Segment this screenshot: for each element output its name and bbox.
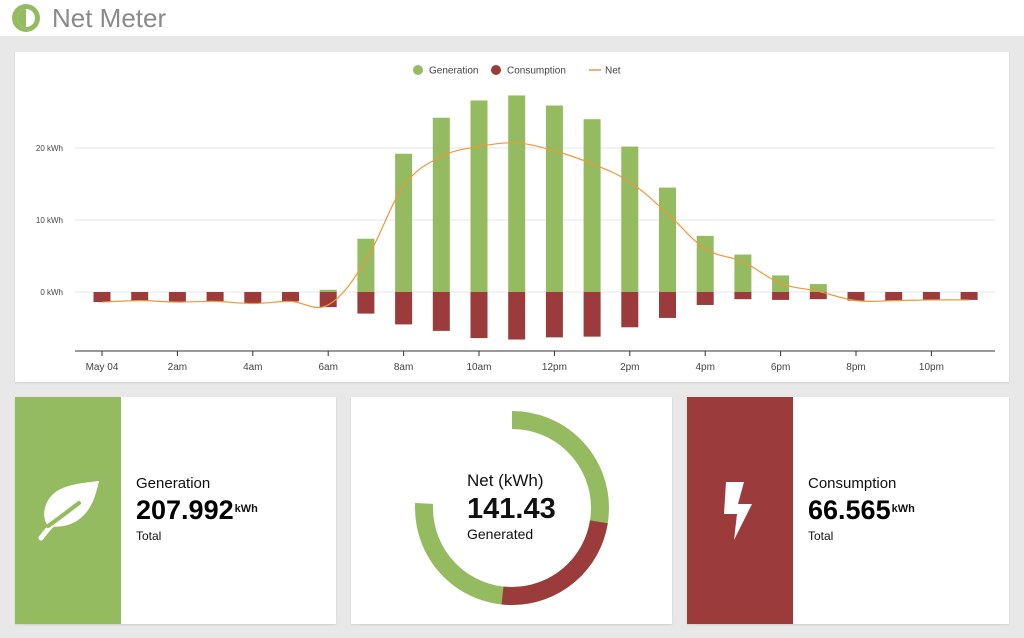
- consumption-bar: [508, 292, 526, 340]
- x-tick-label: 12pm: [542, 362, 567, 373]
- generation-bar: [659, 187, 676, 292]
- x-tick-label: 10am: [466, 362, 491, 373]
- consumption-bar: [659, 292, 676, 318]
- y-tick-label: 20 kWh: [36, 144, 63, 153]
- net-label: Net (kWh): [467, 471, 544, 490]
- legend-label: Net: [605, 66, 621, 77]
- consumption-bar: [357, 292, 375, 314]
- net-tile: Net (kWh) 141.43 Generated: [351, 397, 672, 624]
- y-tick-label: 0 kWh: [40, 288, 63, 297]
- net-line: [101, 142, 970, 309]
- generation-bar: [508, 95, 526, 292]
- consumption-tile: Consumption 66.565 kWh Total: [687, 397, 1009, 624]
- generation-sub: Total: [136, 529, 162, 543]
- consumption-unit: kWh: [891, 503, 915, 515]
- generation-bar: [696, 235, 714, 292]
- consumption-bar: [960, 292, 978, 300]
- consumption-bar: [244, 292, 262, 304]
- x-tick-label: 8am: [394, 362, 413, 373]
- consumption-bar: [922, 292, 940, 300]
- x-tick-label: 6am: [318, 362, 337, 373]
- legend-label: Generation: [429, 66, 478, 77]
- consumption-bar: [432, 292, 450, 331]
- legend-label: Consumption: [507, 66, 566, 77]
- consumption-bar: [772, 292, 790, 300]
- generation-bar: [809, 284, 827, 292]
- y-tick-label: 10 kWh: [36, 216, 63, 225]
- generation-stats: Generation 207.992 kWh Total: [136, 475, 258, 543]
- x-tick-label: 2pm: [620, 362, 639, 373]
- consumption-bar: [282, 292, 299, 302]
- generation-tile: Generation 207.992 kWh Total: [15, 397, 336, 624]
- generation-bar: [395, 153, 413, 292]
- lightning-bolt-icon: [724, 481, 752, 540]
- generation-bar: [545, 105, 563, 292]
- generation-value-row: 207.992 kWh: [136, 495, 258, 525]
- consumption-bar: [206, 292, 224, 302]
- x-tick-label: May 04: [86, 362, 119, 373]
- consumption-bar: [696, 292, 714, 305]
- consumption-bar: [319, 292, 337, 308]
- consumption-bar: [93, 292, 111, 303]
- consumption-bar: [734, 292, 752, 300]
- generation-band: [15, 397, 121, 624]
- generation-unit: kWh: [234, 503, 258, 515]
- consumption-bar: [847, 292, 865, 301]
- x-tick-label: 10pm: [919, 362, 944, 373]
- energy-chart-card: 0 kWh 10 kWh 20 kWh May 04 2am 4am 6am 8am 10am 1…: [15, 52, 1009, 382]
- generation-bar: [734, 254, 752, 292]
- consumption-bar: [395, 292, 413, 325]
- legend-swatch: [491, 65, 501, 75]
- header-bar: Net Meter: [0, 0, 1024, 36]
- net-donut-chart: [415, 411, 609, 605]
- net-value: 141.43: [467, 493, 556, 525]
- leaf-icon: [38, 480, 99, 540]
- consumption-band: [687, 397, 793, 624]
- generation-bar: [357, 238, 375, 292]
- consumption-bar: [131, 292, 149, 301]
- x-tick-label: 4pm: [695, 362, 714, 373]
- half-circle-logo-icon: [12, 4, 40, 32]
- page-title: Net Meter: [52, 3, 167, 33]
- consumption-bar: [168, 292, 186, 303]
- generation-value: 207.992: [136, 495, 234, 525]
- generation-bar: [470, 100, 488, 292]
- donut-consumption-arc: [415, 411, 609, 605]
- consumption-stats: Consumption 66.565 kWh Total: [808, 475, 915, 543]
- consumption-bar: [885, 292, 903, 301]
- consumption-value: 66.565: [808, 495, 891, 525]
- consumption-label: Consumption: [808, 475, 897, 492]
- x-tick-label: 2am: [168, 362, 187, 373]
- consumption-bar: [809, 292, 827, 300]
- energy-chart: 0 kWh 10 kWh 20 kWh May 04 2am 4am 6am 8am 10am 1…: [36, 65, 995, 373]
- generation-bar: [319, 289, 337, 292]
- consumption-sub: Total: [808, 529, 834, 543]
- generation-label: Generation: [136, 475, 211, 492]
- net-sub: Generated: [467, 526, 534, 542]
- legend-swatch: [413, 65, 423, 75]
- consumption-bar: [621, 292, 639, 328]
- x-tick-label: 8pm: [846, 362, 865, 373]
- x-tick-label: 4am: [243, 362, 262, 373]
- generation-bar: [621, 146, 639, 292]
- consumption-bar: [470, 292, 488, 339]
- x-tick-label: 6pm: [771, 362, 790, 373]
- generation-bar: [432, 117, 450, 292]
- consumption-bar: [545, 292, 563, 338]
- net-stats: Net (kWh) 141.43 Generated: [467, 471, 556, 542]
- consumption-bar: [583, 292, 601, 337]
- consumption-value-row: 66.565 kWh: [808, 495, 915, 525]
- generation-bar: [583, 119, 601, 292]
